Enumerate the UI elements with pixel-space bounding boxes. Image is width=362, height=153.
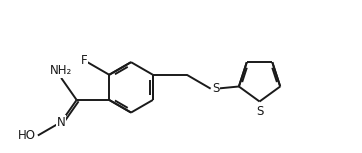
Text: HO: HO [18,129,36,142]
Text: N: N [57,116,66,129]
Text: F: F [81,54,87,67]
Text: S: S [256,105,263,118]
Text: S: S [212,82,220,95]
Text: NH₂: NH₂ [50,64,72,77]
